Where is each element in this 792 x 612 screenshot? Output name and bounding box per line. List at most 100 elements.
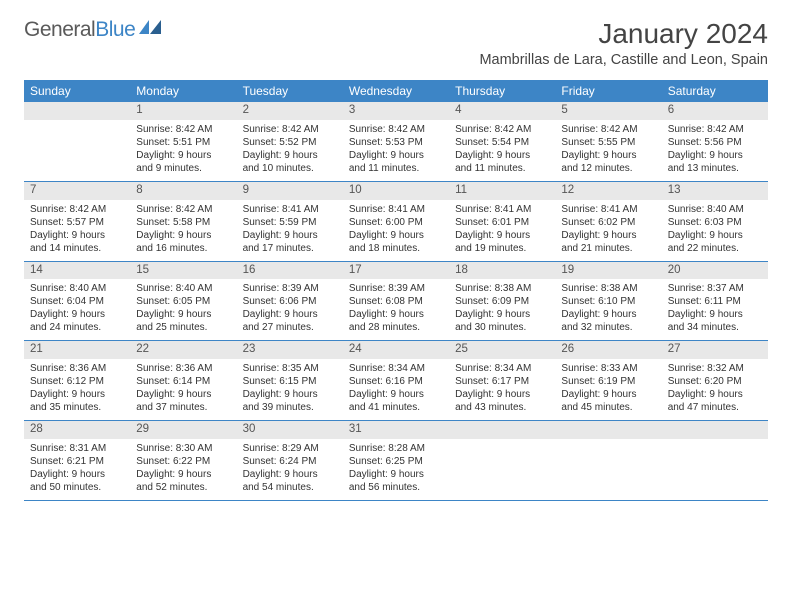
day-number: 29 [130,421,236,439]
day-detail [449,439,555,483]
daylight-text: Daylight: 9 hours and 12 minutes. [561,149,655,175]
calendar-cell: 18Sunrise: 8:38 AMSunset: 6:09 PMDayligh… [449,261,555,341]
day-number: 15 [130,262,236,280]
calendar-table: Sunday Monday Tuesday Wednesday Thursday… [24,80,768,501]
sunset-text: Sunset: 6:14 PM [136,375,230,388]
brand-part1: General [24,18,95,41]
day-detail: Sunrise: 8:28 AMSunset: 6:25 PMDaylight:… [343,439,449,500]
sunset-text: Sunset: 5:54 PM [455,136,549,149]
sunset-text: Sunset: 6:09 PM [455,295,549,308]
daylight-text: Daylight: 9 hours and 41 minutes. [349,388,443,414]
daylight-text: Daylight: 9 hours and 39 minutes. [243,388,337,414]
calendar-cell: 3Sunrise: 8:42 AMSunset: 5:53 PMDaylight… [343,102,449,181]
daylight-text: Daylight: 9 hours and 14 minutes. [30,229,124,255]
sunset-text: Sunset: 5:53 PM [349,136,443,149]
day-detail: Sunrise: 8:35 AMSunset: 6:15 PMDaylight:… [237,359,343,420]
sunrise-text: Sunrise: 8:29 AM [243,442,337,455]
dayheader-sat: Saturday [662,80,768,102]
sunrise-text: Sunrise: 8:42 AM [349,123,443,136]
sunrise-text: Sunrise: 8:34 AM [349,362,443,375]
calendar-cell: 21Sunrise: 8:36 AMSunset: 6:12 PMDayligh… [24,341,130,421]
calendar-cell: 27Sunrise: 8:32 AMSunset: 6:20 PMDayligh… [662,341,768,421]
day-number [449,421,555,439]
sunrise-text: Sunrise: 8:42 AM [561,123,655,136]
day-number: 4 [449,102,555,120]
day-detail: Sunrise: 8:33 AMSunset: 6:19 PMDaylight:… [555,359,661,420]
day-detail: Sunrise: 8:42 AMSunset: 5:55 PMDaylight:… [555,120,661,181]
day-number [555,421,661,439]
sunset-text: Sunset: 6:08 PM [349,295,443,308]
calendar-cell: 31Sunrise: 8:28 AMSunset: 6:25 PMDayligh… [343,421,449,501]
day-detail: Sunrise: 8:42 AMSunset: 5:56 PMDaylight:… [662,120,768,181]
sunset-text: Sunset: 6:16 PM [349,375,443,388]
day-detail: Sunrise: 8:42 AMSunset: 5:52 PMDaylight:… [237,120,343,181]
sunset-text: Sunset: 5:57 PM [30,216,124,229]
day-number: 13 [662,182,768,200]
sunrise-text: Sunrise: 8:41 AM [243,203,337,216]
daylight-text: Daylight: 9 hours and 25 minutes. [136,308,230,334]
day-number: 7 [24,182,130,200]
location-text: Mambrillas de Lara, Castille and Leon, S… [479,52,768,68]
sunset-text: Sunset: 6:11 PM [668,295,762,308]
sunset-text: Sunset: 6:01 PM [455,216,549,229]
calendar-cell: 5Sunrise: 8:42 AMSunset: 5:55 PMDaylight… [555,102,661,181]
sunrise-text: Sunrise: 8:28 AM [349,442,443,455]
daylight-text: Daylight: 9 hours and 11 minutes. [455,149,549,175]
sunset-text: Sunset: 5:52 PM [243,136,337,149]
sunrise-text: Sunrise: 8:36 AM [30,362,124,375]
day-number: 12 [555,182,661,200]
calendar-row: 1Sunrise: 8:42 AMSunset: 5:51 PMDaylight… [24,102,768,181]
day-detail: Sunrise: 8:34 AMSunset: 6:16 PMDaylight:… [343,359,449,420]
day-number: 8 [130,182,236,200]
sunrise-text: Sunrise: 8:37 AM [668,282,762,295]
sunset-text: Sunset: 6:12 PM [30,375,124,388]
calendar-cell: 11Sunrise: 8:41 AMSunset: 6:01 PMDayligh… [449,181,555,261]
day-detail: Sunrise: 8:36 AMSunset: 6:12 PMDaylight:… [24,359,130,420]
sunset-text: Sunset: 6:25 PM [349,455,443,468]
calendar-cell: 26Sunrise: 8:33 AMSunset: 6:19 PMDayligh… [555,341,661,421]
day-detail [24,120,130,164]
sunset-text: Sunset: 6:04 PM [30,295,124,308]
day-number: 21 [24,341,130,359]
sunset-text: Sunset: 5:59 PM [243,216,337,229]
sunrise-text: Sunrise: 8:32 AM [668,362,762,375]
calendar-row: 14Sunrise: 8:40 AMSunset: 6:04 PMDayligh… [24,261,768,341]
day-detail: Sunrise: 8:38 AMSunset: 6:09 PMDaylight:… [449,279,555,340]
calendar-cell [449,421,555,501]
dayheader-fri: Friday [555,80,661,102]
calendar-cell: 13Sunrise: 8:40 AMSunset: 6:03 PMDayligh… [662,181,768,261]
brand-text: GeneralBlue [24,18,135,42]
daylight-text: Daylight: 9 hours and 24 minutes. [30,308,124,334]
day-number: 25 [449,341,555,359]
day-detail: Sunrise: 8:41 AMSunset: 6:00 PMDaylight:… [343,200,449,261]
calendar-cell: 15Sunrise: 8:40 AMSunset: 6:05 PMDayligh… [130,261,236,341]
calendar-row: 7Sunrise: 8:42 AMSunset: 5:57 PMDaylight… [24,181,768,261]
daylight-text: Daylight: 9 hours and 52 minutes. [136,468,230,494]
sunset-text: Sunset: 6:19 PM [561,375,655,388]
day-detail [662,439,768,483]
daylight-text: Daylight: 9 hours and 50 minutes. [30,468,124,494]
daylight-text: Daylight: 9 hours and 11 minutes. [349,149,443,175]
day-number: 30 [237,421,343,439]
day-number: 1 [130,102,236,120]
sunset-text: Sunset: 6:06 PM [243,295,337,308]
day-number: 16 [237,262,343,280]
day-detail: Sunrise: 8:41 AMSunset: 5:59 PMDaylight:… [237,200,343,261]
daylight-text: Daylight: 9 hours and 30 minutes. [455,308,549,334]
day-detail: Sunrise: 8:42 AMSunset: 5:58 PMDaylight:… [130,200,236,261]
dayheader-thu: Thursday [449,80,555,102]
daylight-text: Daylight: 9 hours and 37 minutes. [136,388,230,414]
calendar-cell: 14Sunrise: 8:40 AMSunset: 6:04 PMDayligh… [24,261,130,341]
calendar-cell: 10Sunrise: 8:41 AMSunset: 6:00 PMDayligh… [343,181,449,261]
day-detail: Sunrise: 8:42 AMSunset: 5:54 PMDaylight:… [449,120,555,181]
calendar-page: GeneralBlue January 2024 Mambrillas de L… [0,0,792,521]
sunrise-text: Sunrise: 8:33 AM [561,362,655,375]
calendar-cell: 30Sunrise: 8:29 AMSunset: 6:24 PMDayligh… [237,421,343,501]
day-detail: Sunrise: 8:40 AMSunset: 6:05 PMDaylight:… [130,279,236,340]
sunrise-text: Sunrise: 8:40 AM [30,282,124,295]
sunset-text: Sunset: 6:02 PM [561,216,655,229]
day-number: 20 [662,262,768,280]
sunrise-text: Sunrise: 8:38 AM [561,282,655,295]
day-number: 10 [343,182,449,200]
calendar-cell: 2Sunrise: 8:42 AMSunset: 5:52 PMDaylight… [237,102,343,181]
